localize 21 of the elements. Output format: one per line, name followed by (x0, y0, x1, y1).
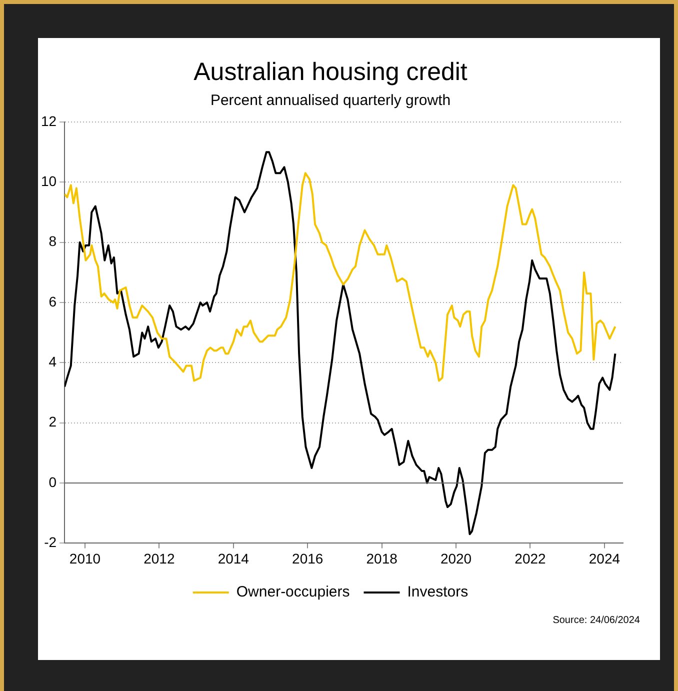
source-note: Source: 24/06/2024 (552, 614, 640, 626)
legend-label: Owner-occupiers (236, 584, 350, 601)
x-tick-label: 2012 (144, 550, 175, 566)
x-tick-label: 2018 (366, 550, 398, 566)
x-tick-label: 2022 (514, 550, 546, 566)
y-tick-label: 10 (40, 173, 57, 190)
x-tick-label: 2020 (440, 550, 472, 566)
chart-subtitle: Percent annualised quarterly growth (210, 92, 451, 110)
y-tick-label: -2 (44, 534, 57, 550)
x-tick-label: 2014 (218, 550, 250, 566)
y-tick-label: 6 (48, 293, 57, 310)
y-tick-label: 2 (48, 414, 57, 430)
chart-title: Australian housing credit (194, 58, 468, 86)
y-tick-label: 0 (48, 474, 57, 490)
x-tick-label: 2010 (69, 550, 101, 566)
x-tick-label: 2024 (588, 550, 620, 566)
y-tick-label: 12 (40, 112, 57, 129)
legend-label: Investors (407, 584, 468, 601)
x-tick-label: 2016 (292, 550, 324, 566)
y-tick-label: 8 (48, 233, 57, 250)
y-tick-label: 4 (48, 354, 57, 370)
